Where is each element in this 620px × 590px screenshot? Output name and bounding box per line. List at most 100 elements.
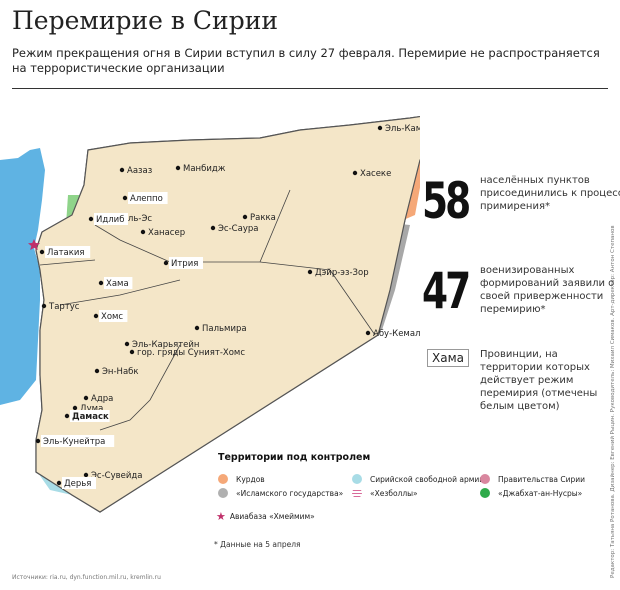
legend-airbase: ★ Авиабаза «Хмеймим» <box>216 510 315 523</box>
city-dot <box>352 170 358 176</box>
city-marker: Дума <box>72 404 103 414</box>
legend-label: Курдов <box>236 474 265 484</box>
city-label: Хомс <box>101 312 123 322</box>
city-dot <box>98 280 104 286</box>
city-dot <box>140 229 146 235</box>
city-marker: Идлиб <box>88 213 128 225</box>
province-label-box <box>104 277 133 289</box>
subtitle: Режим прекращения огня в Сирии вступил в… <box>12 46 600 75</box>
city-dot <box>242 214 248 220</box>
city-marker: Алеппо <box>122 192 168 204</box>
city-label: Дума <box>80 404 103 414</box>
legend-government: Правительства Сирии <box>480 474 585 484</box>
stat-text: населённых пунктов присоединились к проц… <box>480 175 620 212</box>
city-dot <box>56 480 62 486</box>
city-marker: Дамаск <box>64 410 110 422</box>
province-label-box <box>62 477 96 489</box>
legend-label: Авиабаза «Хмеймим» <box>229 512 315 521</box>
legend-label: «Исламского государства» <box>236 488 344 498</box>
city-label: Эль-Кунейтра <box>43 437 105 447</box>
city-label: Латакия <box>47 248 85 258</box>
city-dot <box>35 438 41 444</box>
city-marker: Хама <box>98 277 133 289</box>
province-note: Провинции, на территории которых действу… <box>480 349 598 412</box>
province-sample-label: Хама <box>427 349 469 367</box>
city-label: Пальмира <box>202 324 247 334</box>
divider <box>12 88 608 89</box>
city-dot <box>93 313 99 319</box>
city-marker: Тартус <box>41 302 80 312</box>
city-label: Хама <box>106 279 129 289</box>
city-marker: Дэйр-эз-Зор <box>307 268 369 278</box>
city-marker: Хасеке <box>352 169 391 179</box>
city-marker: Абу-Кемаль <box>365 329 420 339</box>
city-label: Ракка <box>250 213 276 223</box>
city-dot <box>83 395 89 401</box>
city-marker: Эль-Камышлы <box>377 124 420 134</box>
sources: Источники: ria.ru, dyn.function.mil.ru, … <box>12 574 161 581</box>
city-marker: Эн-Набк <box>94 367 139 377</box>
city-label: Алеппо <box>130 194 163 204</box>
city-label: Эль-Карьятейн <box>132 340 199 350</box>
city-dot <box>88 216 94 222</box>
city-label: Манбидж <box>183 164 226 174</box>
city-dot <box>64 413 70 419</box>
legend-hezbollah: «Хезболлы» <box>352 488 418 498</box>
city-dot <box>129 349 135 355</box>
city-label: Аазаз <box>127 166 153 176</box>
city-label: Дэйр-эз-Зор <box>315 268 369 278</box>
province-label-box <box>169 257 203 269</box>
city-label: Эль-Эс <box>122 214 152 224</box>
legend-isis: «Исламского государства» <box>218 488 343 498</box>
city-marker: Ханасер <box>140 228 185 238</box>
syria-map: Эль-Камышлы Хасеке Аазаз Манбидж Алеппо Эль-Э… <box>0 109 420 513</box>
province-label-box <box>41 435 115 447</box>
city-label: Дерья <box>64 479 91 489</box>
legend-label: «Джабхат-ан-Нусры» <box>498 488 583 498</box>
province-label-box <box>94 213 128 225</box>
city-dot <box>175 165 181 171</box>
city-dot <box>194 325 200 331</box>
city-label: Дамаск <box>72 412 109 422</box>
city-label: Эль-Камышлы <box>385 124 420 134</box>
city-label: Эс-Сувейда <box>91 471 143 481</box>
city-dot <box>39 249 45 255</box>
credits: Редактор: Татьяна Ротанова. Дизайнер: Ев… <box>610 225 616 578</box>
star-icon <box>28 239 40 251</box>
city-label: Идлиб <box>96 215 124 225</box>
legend-label: Правительства Сирии <box>498 474 586 484</box>
city-dot <box>163 260 169 266</box>
city-label: Тартус <box>48 302 80 312</box>
city-dot <box>41 303 47 309</box>
city-label: Хасеке <box>360 169 391 179</box>
city-marker: Эс-Саура <box>210 224 258 234</box>
city-marker: Дерья <box>56 477 96 489</box>
legend-label: Сирийской свободной армии <box>370 474 485 484</box>
city-marker: Латакия <box>39 246 91 258</box>
province-label-box <box>45 246 91 258</box>
star-icon: ★ <box>216 510 226 523</box>
legend-title: Территории под контролем <box>218 452 371 463</box>
legend-kurds: Курдов <box>218 474 265 484</box>
city-marker: Эс-Сувейда <box>83 471 143 481</box>
city-marker: Ракка <box>242 213 276 223</box>
city-dot <box>72 405 78 411</box>
city-label: Абу-Кемаль <box>373 329 420 339</box>
province-label-box <box>99 310 128 322</box>
city-dot <box>122 195 128 201</box>
city-marker: Эль-Карьятейн <box>124 340 199 350</box>
city-dot <box>94 368 100 374</box>
legend-nusra: «Джабхат-ан-Нусры» <box>480 488 582 498</box>
city-marker: Хомс <box>93 310 128 322</box>
province-label-box <box>128 192 168 204</box>
stat-text: военизированных формирований заявили о с… <box>480 265 615 315</box>
city-dot <box>83 472 89 478</box>
city-marker: Эль-Кунейтра <box>35 435 115 447</box>
city-dot <box>124 341 130 347</box>
footnote: * Данные на 5 апреля <box>214 540 301 549</box>
sea <box>0 148 45 405</box>
city-dot <box>119 167 125 173</box>
city-marker: Аазаз <box>119 166 153 176</box>
province-label-box <box>70 410 110 422</box>
city-dot <box>365 330 371 336</box>
